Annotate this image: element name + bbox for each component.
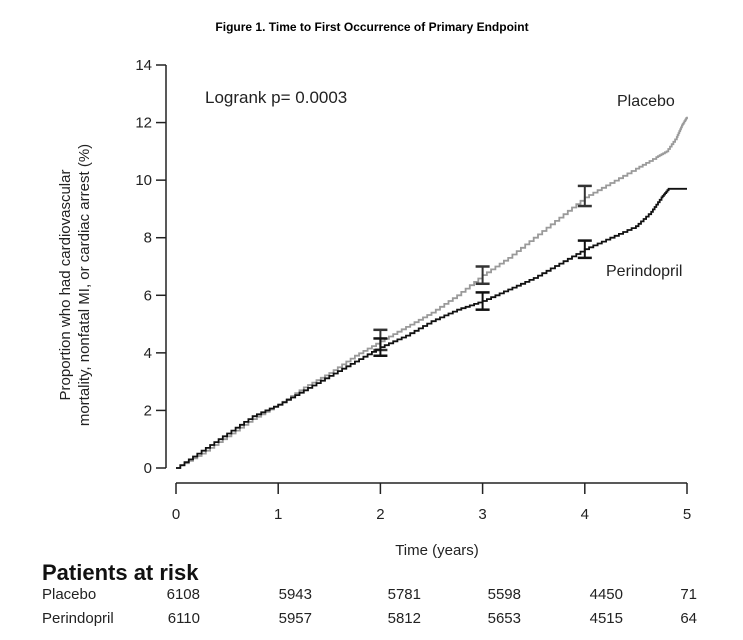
risk-value: 6108 [167,586,200,603]
x-tick-label: 1 [274,506,282,523]
y-tick-label: 10 [135,172,152,189]
error-bar-placebo [475,265,490,286]
risk-table-heading: Patients at risk [42,560,199,585]
risk-value: 5653 [488,610,521,627]
risk-row-label: Placebo [42,586,96,603]
x-axis: 0 1 2 3 4 5 [172,482,691,523]
risk-value: 5812 [388,610,421,627]
risk-table: Patients at risk Placebo 6108 5943 5781 5598… [42,560,697,627]
series-label-placebo: Placebo [617,93,675,110]
y-tick-label: 14 [135,57,152,74]
y-axis: 0 2 4 6 8 10 12 14 [135,57,167,477]
curves [176,116,688,469]
series-label-perindopril: Perindopril [606,263,682,280]
chart-title: Figure 1. Time to First Occurrence of Pr… [215,20,528,34]
y-tick-label: 4 [144,345,152,362]
logrank-annotation: Logrank p= 0.0003 [205,88,347,107]
x-tick-label: 0 [172,506,180,523]
curve-perindopril [176,187,687,469]
y-tick-label: 0 [144,460,152,477]
error-bar-perindopril [475,291,490,311]
risk-value: 71 [680,586,697,603]
y-tick-label: 2 [144,402,152,419]
risk-value: 6110 [168,610,200,627]
risk-value: 4450 [590,586,623,603]
x-tick-label: 3 [478,506,486,523]
y-axis-label: Proportion who had cardiovascular mortal… [57,144,93,426]
error-bar-perindopril [373,337,388,357]
error-bar-perindopril [577,239,592,260]
y-tick-label: 8 [144,230,152,247]
y-axis-label-line1: Proportion who had cardiovascular [57,170,74,401]
risk-value: 5598 [488,586,521,603]
risk-row-label: Perindopril [42,610,114,627]
x-tick-label: 5 [683,506,691,523]
error-bar-placebo [577,184,592,208]
x-axis-label: Time (years) [395,542,479,559]
risk-value: 5943 [279,586,312,603]
x-tick-label: 2 [376,506,384,523]
risk-value: 5957 [279,610,312,627]
y-axis-label-line2: mortality, nonfatal MI, or cardiac arres… [76,144,93,426]
y-tick-label: 12 [135,115,152,132]
x-tick-label: 4 [581,506,589,523]
risk-value: 64 [680,610,697,627]
y-tick-label: 6 [144,287,152,304]
risk-value: 5781 [388,586,421,603]
risk-value: 4515 [590,610,623,627]
